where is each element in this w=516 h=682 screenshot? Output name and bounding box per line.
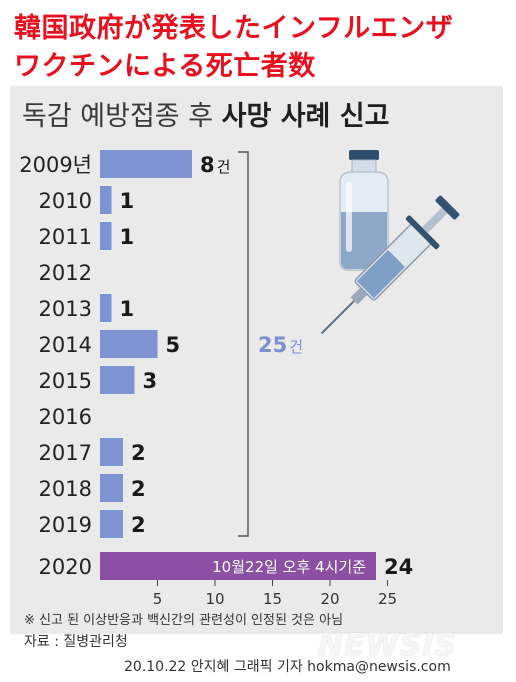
- total-bracket: 25 건: [238, 151, 303, 537]
- bar: [100, 294, 112, 322]
- category-label: 2011: [39, 225, 92, 249]
- vaccine-icons: [320, 150, 460, 335]
- value-label: 1: [120, 225, 135, 249]
- bar: [100, 366, 135, 394]
- footnote: ※ 신고 된 이상반응과 백신간의 관련성이 인정된 것은 아님: [24, 613, 344, 628]
- chart-subtitle: 독감 예방접종 후 사망 사례 신고: [22, 94, 389, 133]
- category-labels: 2009년 2010 2011 2012 2013 2014 2015 2016 2017 201…: [19, 153, 92, 579]
- category-label: 2017: [39, 441, 92, 465]
- headline-line-1: 韓国政府が発表したインフルエンザ: [14, 13, 454, 44]
- value-label: 2: [131, 513, 146, 537]
- bar: [100, 330, 158, 358]
- syringe-icon: [320, 195, 460, 335]
- category-label: 2016: [39, 405, 92, 429]
- bracket-total-label: 25 건: [258, 333, 303, 357]
- value-label: 1: [120, 297, 135, 321]
- category-label: 2009년: [19, 153, 92, 177]
- credit-line: 20.10.22 안지혜 그래픽 기자 hokma@newsis.com: [124, 659, 451, 675]
- bar: [100, 186, 112, 214]
- subtitle-prefix: 독감 예방접종 후: [22, 101, 222, 132]
- category-label: 2015: [39, 369, 92, 393]
- x-axis: 5 10 15 20 25: [153, 580, 397, 608]
- category-label: 2010: [39, 189, 92, 213]
- x-tick-label: 10: [205, 590, 224, 608]
- bar: [100, 438, 123, 466]
- value-labels: 8 건 1 1 1 53 2 2 2 24 10월22일 오후 4시기준: [120, 153, 414, 579]
- value-label: 24: [384, 555, 413, 579]
- x-tick-label: 5: [153, 590, 163, 608]
- value-label: 5: [166, 333, 181, 357]
- category-label: 2014: [39, 333, 92, 357]
- bar: [100, 150, 192, 178]
- x-tick-label: 20: [320, 590, 339, 608]
- headline-line-2: ワクチンによる死亡者数: [14, 51, 316, 82]
- bar: [100, 510, 123, 538]
- bracket-unit: 건: [289, 338, 303, 356]
- value-label: 2: [131, 477, 146, 501]
- x-tick-label: 15: [263, 590, 282, 608]
- bar: [100, 474, 123, 502]
- value-label: 1: [120, 189, 135, 213]
- bars-group: [100, 150, 376, 580]
- value-label: 2: [131, 441, 146, 465]
- category-label: 2018: [39, 477, 92, 501]
- chart-panel: [10, 86, 503, 634]
- bracket-line: [238, 151, 249, 537]
- category-label: 2012: [39, 261, 92, 285]
- subtitle-bold: 사망 사례 신고: [221, 101, 390, 132]
- source-text: 자료 : 질병관리청: [24, 634, 128, 650]
- x-tick-label: 25: [378, 590, 397, 608]
- vial-icon: [339, 150, 389, 271]
- bar: [100, 222, 112, 250]
- category-label: 2013: [39, 297, 92, 321]
- bar-highlight: [100, 552, 376, 580]
- category-label: 2019: [39, 513, 92, 537]
- value-unit: 건: [217, 158, 231, 176]
- newsis-watermark: NEWSIS: [318, 628, 458, 663]
- highlight-note: 10월22일 오후 4시기준: [212, 558, 366, 576]
- value-label: 3: [143, 369, 158, 393]
- category-label: 2020: [39, 555, 92, 579]
